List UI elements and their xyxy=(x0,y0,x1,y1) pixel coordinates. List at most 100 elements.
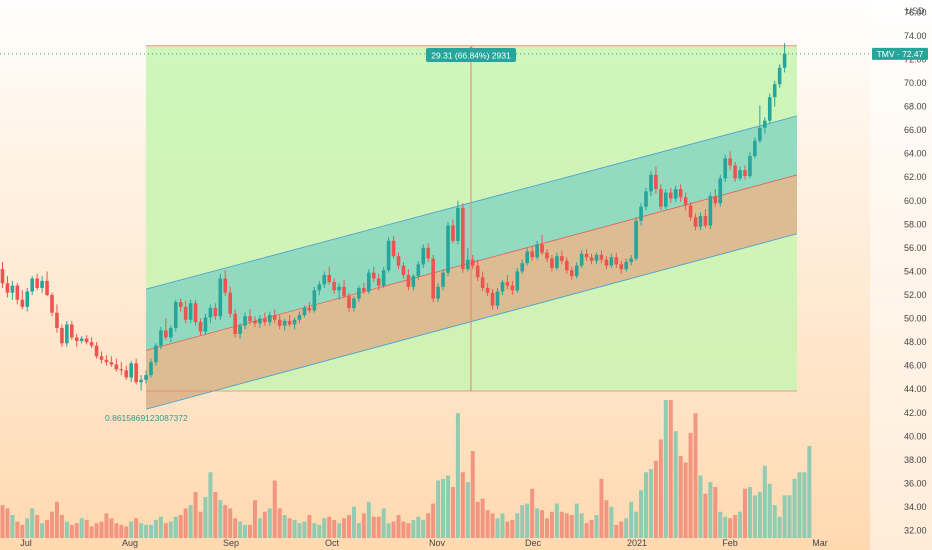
candle-body xyxy=(748,156,752,177)
volume-bar xyxy=(391,521,396,538)
volume-bar xyxy=(213,492,218,538)
candle-body xyxy=(15,285,20,300)
candle-body xyxy=(327,275,331,283)
candle-body xyxy=(307,307,312,311)
candle-body xyxy=(386,240,391,271)
volume-bar xyxy=(446,475,450,538)
candle-body xyxy=(119,369,124,371)
candle-body xyxy=(703,216,708,226)
price-tick-label: 42.00 xyxy=(904,408,927,418)
candle-body xyxy=(678,189,683,198)
volume-bar xyxy=(94,523,99,538)
volume-bar xyxy=(25,518,30,538)
candle-body xyxy=(718,178,723,204)
volume-bar xyxy=(564,513,569,538)
candle-body xyxy=(124,370,129,378)
price-tick-label: 52.00 xyxy=(904,290,927,300)
candle-body xyxy=(0,269,5,284)
volume-bar xyxy=(673,431,678,538)
candle-body xyxy=(421,247,426,265)
volume-bar xyxy=(149,524,153,538)
candle-body xyxy=(426,247,430,259)
volume-bar xyxy=(124,526,129,538)
candle-body xyxy=(268,315,272,323)
candle-body xyxy=(139,379,143,383)
volume-bar xyxy=(183,508,188,538)
candle-body xyxy=(619,264,624,270)
volume-bar xyxy=(223,505,228,538)
candle-body xyxy=(763,120,767,128)
measure-badge: 29.31 (66.84%) 2931 xyxy=(426,48,516,62)
candle-body xyxy=(693,217,698,227)
volume-bar xyxy=(50,511,54,538)
candle-body xyxy=(55,312,59,328)
volume-bar xyxy=(218,500,223,538)
candle-body xyxy=(198,322,203,332)
candle-body xyxy=(203,317,208,332)
volume-bar xyxy=(490,513,495,538)
price-tick-label: 58.00 xyxy=(904,219,927,229)
candle-body xyxy=(312,290,317,311)
volume-bar xyxy=(10,515,15,538)
candle-body xyxy=(545,252,549,259)
volume-bar xyxy=(782,495,787,538)
volume-bar xyxy=(713,487,718,538)
time-axis[interactable]: Jul Aug Sep Oct Nov Dec 2021 Feb Mar xyxy=(20,538,828,548)
candle-body xyxy=(263,318,267,323)
volume-bar xyxy=(262,511,267,538)
volume-bar xyxy=(658,439,663,538)
volume-bar xyxy=(0,505,5,538)
volume-bar xyxy=(500,513,505,538)
volume-bar xyxy=(252,500,257,538)
candle-body xyxy=(495,291,500,306)
volume-bar xyxy=(530,488,535,538)
candle-body xyxy=(475,265,480,278)
volume-bar xyxy=(351,506,356,538)
volume-bar xyxy=(584,523,589,538)
volume-bar xyxy=(520,505,525,538)
time-tick-label: Nov xyxy=(429,538,446,548)
candle-body xyxy=(668,192,673,199)
volume-bar xyxy=(441,478,446,538)
candle-body xyxy=(35,278,39,288)
candle-body xyxy=(649,174,653,192)
candlesticks xyxy=(0,42,787,391)
candle-body xyxy=(74,337,79,341)
volume-bar xyxy=(178,515,183,538)
candle-body xyxy=(169,328,173,338)
price-tick-label: 40.00 xyxy=(904,431,927,441)
volume-bar xyxy=(203,496,208,538)
candle-body xyxy=(431,258,435,299)
volume-bar xyxy=(480,498,485,538)
volume-bar xyxy=(663,400,668,538)
candle-body xyxy=(282,320,287,326)
volume-bar xyxy=(505,521,510,538)
volume-bar xyxy=(267,508,272,538)
time-tick-label: Feb xyxy=(722,538,738,548)
candle-body xyxy=(758,127,762,141)
candle-body xyxy=(272,315,277,320)
candle-body xyxy=(159,330,163,346)
volume-bar xyxy=(634,511,639,538)
volume-bar xyxy=(535,508,540,538)
volume-bar xyxy=(401,521,406,538)
volume-bar xyxy=(129,521,134,538)
volume-bar xyxy=(332,519,337,538)
price-axis[interactable]: 74.0076.0072.0070.0068.0066.0064.0062.00… xyxy=(904,7,927,535)
volume-bar xyxy=(619,521,624,538)
volume-bar xyxy=(455,413,460,538)
candle-body xyxy=(738,170,742,179)
candle-body xyxy=(599,254,604,260)
candle-body xyxy=(322,275,327,285)
price-tick-label: 76.00 xyxy=(904,7,927,17)
volume-bar xyxy=(158,516,163,538)
candle-body xyxy=(614,257,619,265)
volume-bar xyxy=(421,519,426,538)
candle-body xyxy=(782,53,787,68)
volume-bar xyxy=(648,469,653,538)
volume-bar xyxy=(792,478,797,538)
candle-body xyxy=(352,298,356,308)
price-tick-label: 60.00 xyxy=(904,196,927,206)
candle-body xyxy=(406,275,411,287)
